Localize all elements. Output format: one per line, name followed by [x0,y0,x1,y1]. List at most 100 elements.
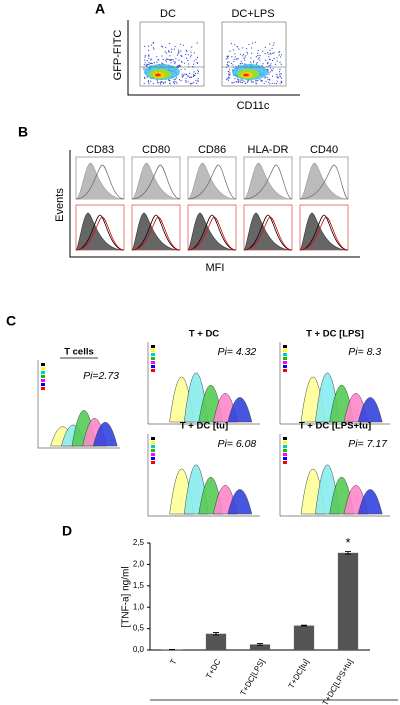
event-dot [269,83,271,85]
event-dot [276,60,278,62]
scatter-plots [139,21,287,87]
event-dot [186,50,188,53]
event-dot [270,53,272,55]
legend-swatch [151,357,155,360]
event-dot [178,64,180,66]
event-dot [267,52,269,54]
event-dot [194,75,196,77]
legend-swatch [283,441,287,444]
histogram [131,216,181,251]
bar [205,633,227,650]
proliferation-index: Pi= 4.32 [217,346,256,358]
event-dot [180,43,182,45]
event-dot [190,54,192,56]
axis [149,543,370,651]
event-dot [165,59,167,61]
event-dot [251,47,253,49]
event-dot [257,79,259,81]
event-dot [168,51,170,53]
legend-swatch [283,445,287,448]
event-dot [156,56,158,58]
event-dot [278,71,281,73]
density [155,73,161,77]
event-dot [187,75,189,77]
event-dot [233,82,235,84]
event-dot [145,65,147,67]
event-dot [227,57,229,59]
proliferation-index: Pi=2.73 [83,370,119,382]
error-bar [345,551,351,555]
y-tick-label: 1,0 [133,602,145,611]
event-dot [226,78,228,80]
event-dot [255,56,257,58]
event-dot [261,80,263,82]
event-dot [280,80,282,82]
event-dot [243,57,245,59]
event-dot [239,63,241,65]
bar [293,625,315,650]
axis [147,342,260,425]
event-dot [238,48,240,50]
event-dot [156,61,158,63]
marker-label: CD40 [310,144,338,156]
histogram [75,162,125,200]
event-dot [193,63,195,65]
event-dot [181,61,183,63]
event-dot [170,51,173,53]
event-dot [191,82,193,84]
event-dot [191,46,193,48]
event-dot [229,77,231,79]
event-dot [166,58,169,60]
event-dot [259,79,261,81]
event-dot [247,80,249,82]
event-dot [152,47,154,49]
event-dot [143,76,146,79]
axis [147,434,260,517]
event-dot [151,63,153,65]
proliferation-index: Pi= 8.3 [348,346,381,358]
event-dot [165,61,167,63]
event-dot [246,81,248,83]
event-dot [262,63,264,65]
event-dot [273,52,275,54]
event-dot [147,81,150,83]
event-dot [148,55,150,57]
event-dot [189,56,192,58]
event-dot [174,61,176,63]
event-dot [251,52,253,54]
event-dot [280,54,283,56]
event-dot [244,56,246,58]
event-dot [175,58,177,60]
event-dot [159,83,162,85]
event-dot [193,71,195,73]
event-dot [196,62,199,64]
event-dot [153,48,155,50]
event-dot [228,69,231,71]
event-dot [233,60,235,62]
event-dot [255,80,257,82]
error-bar [257,643,263,646]
event-dot [281,82,283,84]
event-dot [144,59,146,61]
event-dot [274,82,276,85]
x-axis-label: MFI [206,262,225,274]
event-dot [147,80,149,82]
event-dot [253,61,255,63]
axis [37,360,120,449]
event-dot [160,81,162,83]
y-axis-label: [TNF-a] ng/ml [121,566,132,627]
event-dot [237,81,239,84]
event-dot [265,80,267,82]
event-dot [269,58,271,61]
event-dot [174,78,176,80]
event-dot [234,44,236,46]
event-dot [267,62,269,64]
event-dot [173,60,175,63]
event-dot [269,64,271,66]
legend-swatch [151,345,155,348]
event-dot [185,49,187,51]
event-dot [190,76,193,78]
legend-swatch [151,441,155,444]
legend-swatch [283,437,287,440]
event-dot [268,65,270,67]
